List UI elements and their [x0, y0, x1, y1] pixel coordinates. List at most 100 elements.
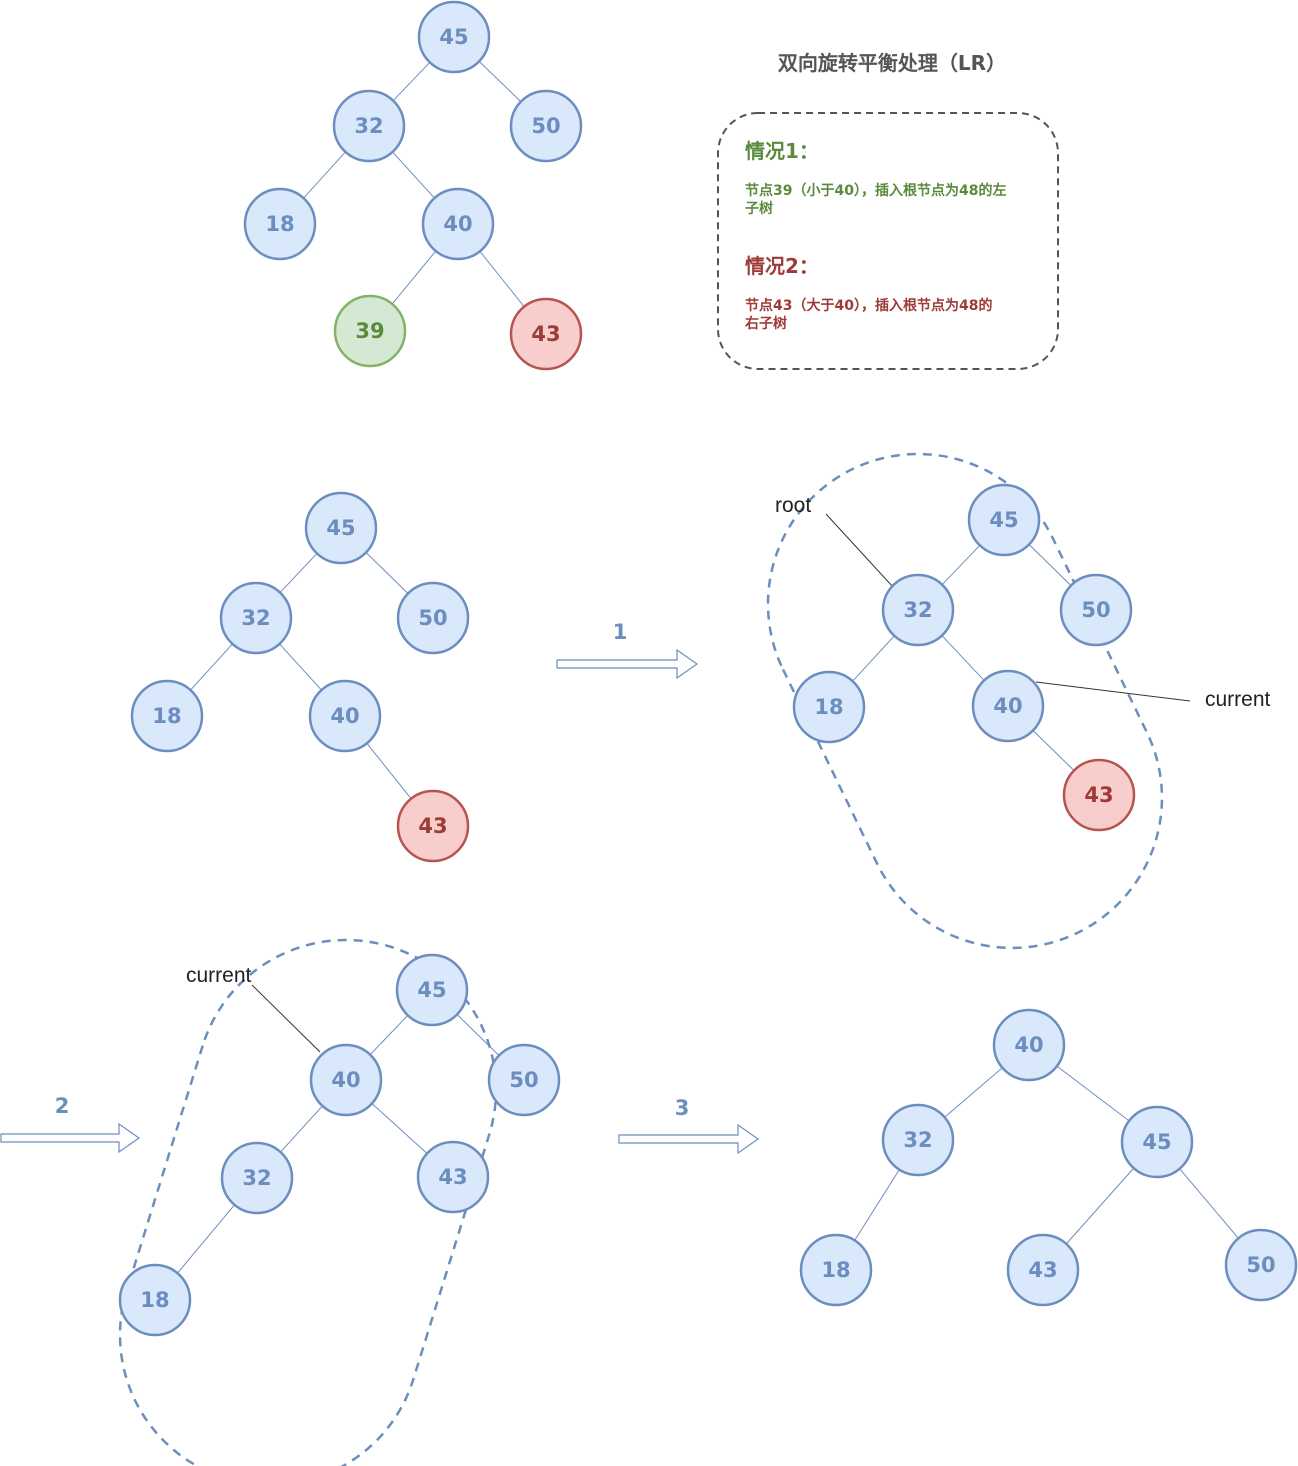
case1-description-line2: 子树 [745, 200, 773, 217]
step1-tree-edge-40-43 [1032, 730, 1075, 771]
step2-tree-edge-40-43 [371, 1103, 428, 1154]
original-tree-node-18: 18 [243, 187, 317, 261]
step1-tree-node-32: 32 [881, 573, 955, 647]
step1-tree-node-50: 50 [1059, 573, 1133, 647]
original-tree-edge-32-40 [392, 151, 435, 199]
node-circle [130, 679, 204, 753]
node-value: 32 [354, 114, 383, 138]
node-value: 43 [1028, 1258, 1057, 1282]
edges-layer [177, 60, 1239, 1274]
step2-tree-node-50: 50 [487, 1043, 561, 1117]
original-tree-edge-40-39 [391, 250, 437, 305]
node-value: 45 [326, 516, 355, 540]
root-label: root [775, 494, 811, 517]
node-value: 45 [439, 25, 468, 49]
inserted-tree-edge-32-40 [279, 643, 322, 691]
node-value: 50 [1081, 598, 1110, 622]
step1-arrow [556, 648, 699, 680]
node-circle [992, 1008, 1066, 1082]
current-pointer-line-step2 [251, 984, 321, 1053]
current-pointer-line-step1 [1035, 681, 1191, 702]
node-circle [1120, 1105, 1194, 1179]
original-tree-edge-45-32 [392, 61, 431, 102]
node-value: 40 [330, 704, 359, 728]
step1-tree-edge-45-32 [941, 544, 981, 586]
current-label-step2: current [186, 964, 252, 987]
node-value: 18 [821, 1258, 850, 1282]
case1-title: 情况1： [745, 139, 819, 163]
node-value: 50 [509, 1068, 538, 1092]
node-circle [1062, 758, 1136, 832]
case2-description-line2: 右子树 [744, 315, 787, 332]
step1-tree-edge-32-18 [852, 635, 895, 682]
node-value: 45 [989, 508, 1018, 532]
node-circle [967, 483, 1041, 557]
step2-tree-edge-45-40 [369, 1014, 409, 1056]
final-tree-node-40: 40 [992, 1008, 1066, 1082]
step1-tree-node-18: 18 [792, 670, 866, 744]
node-value: 18 [152, 704, 181, 728]
inserted-tree-edge-45-32 [279, 553, 318, 593]
step2-label: 2 [55, 1094, 70, 1118]
node-circle [309, 1043, 383, 1117]
node-value: 32 [241, 606, 270, 630]
node-circle [881, 1103, 955, 1177]
node-value: 43 [531, 322, 560, 346]
step1-tree-node-45: 45 [967, 483, 1041, 557]
step2-tree-edge-40-32 [280, 1105, 323, 1153]
node-value: 40 [1014, 1033, 1043, 1057]
step2-tree-node-40: 40 [309, 1043, 383, 1117]
final-tree-edge-45-50 [1179, 1168, 1239, 1239]
step1-tree-node-40: 40 [971, 669, 1045, 743]
case2-title: 情况2： [745, 254, 819, 278]
step3-label: 3 [675, 1096, 690, 1120]
original-tree-node-45: 45 [417, 0, 491, 74]
original-tree-node-32: 32 [332, 89, 406, 163]
node-circle [487, 1043, 561, 1117]
inserted-tree-node-32: 32 [219, 581, 293, 655]
node-circle [792, 670, 866, 744]
original-tree-node-39: 39 [333, 294, 407, 368]
node-circle [118, 1263, 192, 1337]
inserted-tree-edge-45-50 [365, 552, 409, 594]
node-circle [421, 187, 495, 261]
final-tree-edge-40-45 [1056, 1065, 1130, 1122]
step1-tree-edge-45-50 [1028, 544, 1072, 586]
node-circle [416, 1140, 490, 1214]
node-circle [396, 789, 470, 863]
inserted-tree-edge-32-18 [190, 643, 233, 691]
rotation-group-step1 [766, 452, 1164, 950]
node-value: 50 [418, 606, 447, 630]
node-circle [971, 669, 1045, 743]
step1-tree-edge-32-40 [941, 635, 985, 681]
node-circle [243, 187, 317, 261]
node-circle [395, 953, 469, 1027]
step1-tree-node-43: 43 [1062, 758, 1136, 832]
node-value: 40 [443, 212, 472, 236]
node-circle [1224, 1228, 1298, 1302]
node-circle [509, 89, 583, 163]
node-value: 39 [355, 319, 384, 343]
node-circle [308, 679, 382, 753]
original-tree-node-50: 50 [509, 89, 583, 163]
nodes-layer: 45 32 50 18 40 39 43 45 32 50 18 40 43 45 32 50 18 40 43 45… [118, 0, 1298, 1337]
final-tree-edge-40-32 [944, 1067, 1003, 1118]
final-tree-edge-32-18 [854, 1169, 900, 1241]
node-value: 43 [1084, 783, 1113, 807]
node-circle [304, 491, 378, 565]
inserted-tree-node-43: 43 [396, 789, 470, 863]
final-tree-node-50: 50 [1224, 1228, 1298, 1302]
original-tree-node-43: 43 [509, 297, 583, 371]
case1-description-line1: 节点39（小于40），插入根节点为48的左 [745, 182, 1006, 199]
step2-tree-edge-45-50 [456, 1014, 500, 1056]
final-tree-node-32: 32 [881, 1103, 955, 1177]
node-circle [799, 1233, 873, 1307]
step2-arrow [0, 1122, 141, 1154]
step2-tree-node-18: 18 [118, 1263, 192, 1337]
node-circle [219, 581, 293, 655]
original-tree-node-40: 40 [421, 187, 495, 261]
step2-tree-node-43: 43 [416, 1140, 490, 1214]
node-value: 32 [903, 598, 932, 622]
final-tree-node-43: 43 [1006, 1233, 1080, 1307]
